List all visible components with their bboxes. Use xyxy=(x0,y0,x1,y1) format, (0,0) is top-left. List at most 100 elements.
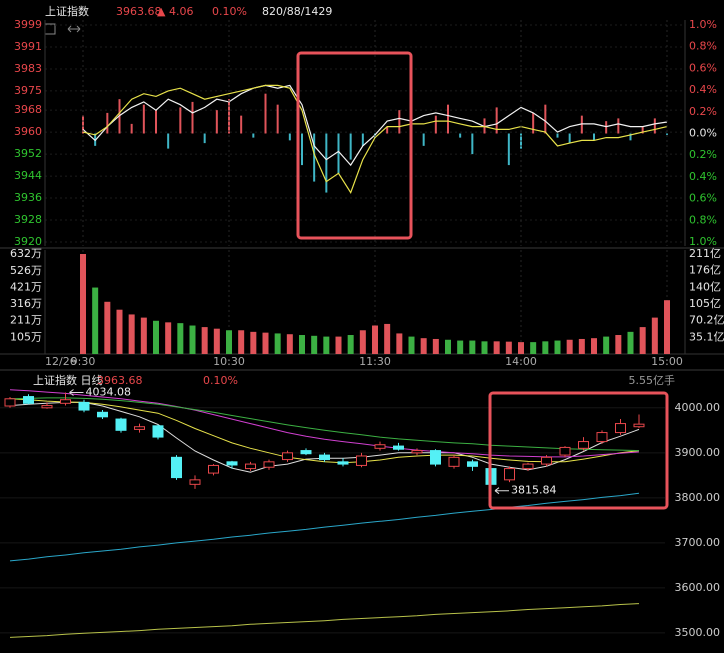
header-change-pct: 0.10% xyxy=(212,5,247,18)
daily-price: 3963.68 xyxy=(97,374,143,387)
volume-bar xyxy=(505,341,512,354)
volume-bar xyxy=(554,340,561,354)
x-tick-label: 10:30 xyxy=(213,355,245,368)
breadth-bar xyxy=(361,133,364,146)
volume-bar xyxy=(627,331,634,354)
y2-tick-label: 105亿 xyxy=(689,297,721,310)
volume-bar xyxy=(262,332,269,354)
volume-bar xyxy=(201,327,208,354)
volume-bar xyxy=(420,338,427,354)
volume-bar xyxy=(518,342,524,354)
y2-tick-label: 140亿 xyxy=(689,281,721,294)
volume-bar xyxy=(104,301,111,354)
y2-tick-label: 70.2亿 xyxy=(689,314,724,327)
candle-body xyxy=(152,425,164,438)
breadth-bar xyxy=(653,118,656,134)
volume-bar xyxy=(566,339,573,354)
candle-body xyxy=(504,468,515,481)
y-tick-label: 3936 xyxy=(14,191,42,204)
volume-bar xyxy=(250,331,257,354)
breadth-bar xyxy=(215,110,218,134)
moving-average xyxy=(9,397,640,452)
y2-tick-label: 0.2% xyxy=(689,148,717,161)
x-tick-label: 14:00 xyxy=(505,355,537,368)
candle-body xyxy=(78,401,90,411)
candle-body xyxy=(208,464,219,474)
volume-bar xyxy=(286,334,293,354)
volume-bar xyxy=(384,323,391,354)
y-tick-label: 3952 xyxy=(14,147,42,160)
breadth-bar xyxy=(495,107,498,134)
annotation-arrow xyxy=(494,487,509,495)
y2-tick-label: 35.1亿 xyxy=(689,330,724,343)
y2-tick-label: 176亿 xyxy=(689,264,721,277)
breadth-bar xyxy=(288,133,291,141)
y2-tick-label: 211亿 xyxy=(689,247,721,260)
candle-body xyxy=(411,450,423,454)
volume-bar xyxy=(299,335,305,354)
header-title: 上证指数 xyxy=(45,4,89,18)
volume-bar xyxy=(639,327,646,354)
breadth-bar xyxy=(82,115,84,134)
breadth-bar xyxy=(556,133,559,138)
candle-body xyxy=(282,452,293,461)
candle-body xyxy=(467,461,478,467)
breadth-bar xyxy=(252,133,255,138)
candle-body xyxy=(633,423,645,428)
y-tick-label: 3983 xyxy=(14,62,42,75)
y-tick-label: 3700.00 xyxy=(675,536,721,549)
volume-bar xyxy=(226,330,232,354)
candle-body xyxy=(337,461,349,465)
breadth-bar xyxy=(106,112,109,134)
y-tick-label: 421万 xyxy=(10,280,42,293)
volume-bar xyxy=(372,325,378,354)
y-tick-label: 4000.00 xyxy=(675,401,721,414)
x-tick-label: 9:30 xyxy=(71,355,96,368)
volume-bar xyxy=(116,309,123,354)
y-tick-label: 3999 xyxy=(14,18,42,31)
breadth-bar xyxy=(459,133,462,138)
candle-body xyxy=(23,396,34,404)
candle-body xyxy=(319,454,330,461)
volume-bar xyxy=(189,325,196,354)
volume-bar xyxy=(481,341,488,354)
y2-tick-label: 0.0% xyxy=(689,127,717,140)
candle-body xyxy=(448,456,460,467)
y2-tick-label: 0.4% xyxy=(689,83,717,96)
breadth-bar xyxy=(580,115,583,134)
y-tick-label: 211万 xyxy=(10,314,42,327)
y-tick-label: 3800.00 xyxy=(675,491,721,504)
annotation-arrow xyxy=(69,389,84,396)
y-tick-label: 3960 xyxy=(14,125,42,138)
y2-tick-label: 1.0% xyxy=(689,18,717,31)
candle-body xyxy=(60,399,71,404)
breadth-bar xyxy=(301,133,303,166)
y2-tick-label: 0.2% xyxy=(689,105,717,118)
volume-bar xyxy=(359,330,366,354)
breadth-bar xyxy=(532,112,535,134)
plot-layer: 3999 3991 3983 3975 3968 3960 3952 3944 3936 3928… xyxy=(0,18,724,639)
breadth-bar xyxy=(593,133,595,141)
volume-bar xyxy=(457,340,464,354)
breadth-bar xyxy=(179,107,182,134)
candle-body xyxy=(356,455,367,466)
breadth-bar xyxy=(325,133,328,193)
volume-bar xyxy=(238,330,245,354)
volume-bar xyxy=(128,314,135,354)
breadth-bar xyxy=(544,104,547,134)
candle-body xyxy=(615,423,626,434)
y2-tick-label: 0.6% xyxy=(689,192,717,205)
candle-body xyxy=(226,461,238,466)
breadth-bar xyxy=(641,126,644,134)
candle-body xyxy=(41,405,53,409)
expand-icon[interactable] xyxy=(67,25,81,33)
y-tick-label: 3900.00 xyxy=(675,446,721,459)
y2-tick-label: 0.8% xyxy=(689,213,717,226)
candle-body xyxy=(541,456,552,465)
y-tick-label: 3975 xyxy=(14,84,42,97)
breadth-bar xyxy=(155,110,157,134)
y-tick-label: 105万 xyxy=(10,330,42,343)
candle-body xyxy=(263,461,275,468)
y-tick-label: 3991 xyxy=(14,40,42,53)
header-breadth: 820/88/1429 xyxy=(262,5,332,18)
